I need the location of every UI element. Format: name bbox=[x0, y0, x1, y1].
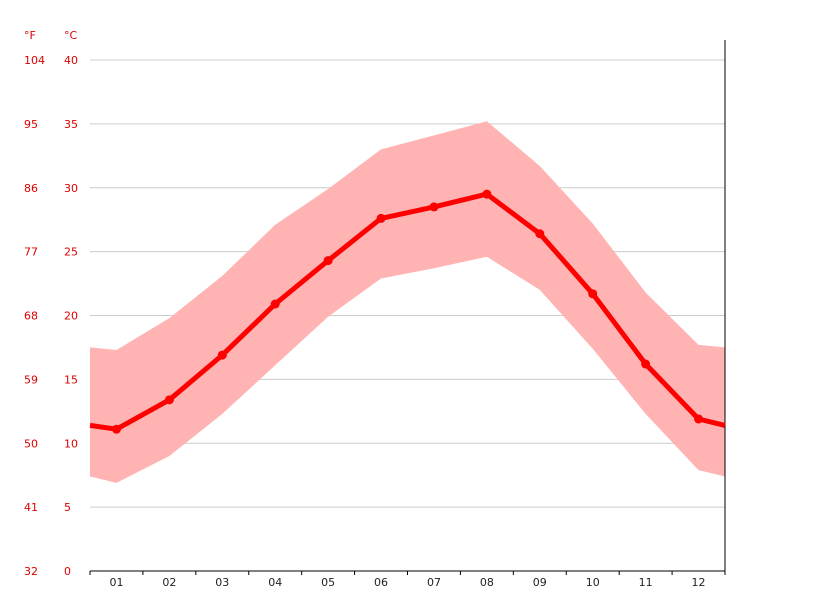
x-tick-label: 01 bbox=[109, 576, 123, 589]
y-tick-fahrenheit: 59 bbox=[24, 373, 38, 386]
y-tick-celsius: 20 bbox=[64, 310, 78, 323]
y-tick-fahrenheit: 77 bbox=[24, 246, 38, 259]
data-point bbox=[482, 189, 492, 199]
x-tick-label: 08 bbox=[480, 576, 494, 589]
x-tick-label: 02 bbox=[162, 576, 176, 589]
y-tick-fahrenheit: 68 bbox=[24, 310, 38, 323]
x-tick-label: 06 bbox=[374, 576, 388, 589]
axes bbox=[89, 40, 726, 575]
x-tick-label: 05 bbox=[321, 576, 335, 589]
y-tick-fahrenheit: 41 bbox=[24, 501, 38, 514]
y-tick-celsius: 15 bbox=[64, 373, 78, 386]
temperature-band bbox=[90, 121, 725, 483]
x-tick-label: 11 bbox=[639, 576, 653, 589]
y-tick-fahrenheit: 50 bbox=[24, 437, 38, 450]
y-tick-fahrenheit: 32 bbox=[24, 565, 38, 578]
x-tick-label: 10 bbox=[586, 576, 600, 589]
y-tick-celsius: 35 bbox=[64, 118, 78, 131]
data-point bbox=[588, 289, 598, 299]
y-tick-celsius: 40 bbox=[64, 54, 78, 67]
data-point bbox=[376, 213, 386, 223]
x-tick-label: 12 bbox=[692, 576, 706, 589]
y-tick-fahrenheit: 86 bbox=[24, 182, 38, 195]
y-tick-celsius: 5 bbox=[64, 501, 71, 514]
y-tick-fahrenheit: 95 bbox=[24, 118, 38, 131]
temperature-range-band bbox=[90, 121, 725, 483]
fahrenheit-unit-label: °F bbox=[24, 29, 36, 42]
data-point bbox=[535, 229, 545, 239]
y-tick-fahrenheit: 104 bbox=[24, 54, 45, 67]
axis-labels: °F °C 0 32 5 41 10 50 15 59 20 68 25 77 30 86 35 95 40 10… bbox=[24, 29, 706, 589]
y-tick-celsius: 0 bbox=[64, 565, 71, 578]
data-point bbox=[164, 395, 174, 405]
x-tick-label: 09 bbox=[533, 576, 547, 589]
data-point bbox=[694, 414, 704, 424]
data-point bbox=[429, 202, 439, 212]
y-tick-celsius: 10 bbox=[64, 437, 78, 450]
x-tick-label: 04 bbox=[268, 576, 282, 589]
data-points bbox=[111, 189, 704, 434]
mean-temperature-line bbox=[89, 191, 726, 432]
data-point bbox=[217, 350, 227, 360]
celsius-unit-label: °C bbox=[64, 29, 78, 42]
data-point bbox=[641, 359, 651, 369]
x-tick-label: 07 bbox=[427, 576, 441, 589]
data-point bbox=[270, 299, 280, 309]
data-point bbox=[323, 256, 333, 266]
x-tick-label: 03 bbox=[215, 576, 229, 589]
y-tick-celsius: 25 bbox=[64, 246, 78, 259]
y-tick-celsius: 30 bbox=[64, 182, 78, 195]
mean-line-path bbox=[89, 191, 726, 432]
data-point bbox=[111, 424, 121, 434]
